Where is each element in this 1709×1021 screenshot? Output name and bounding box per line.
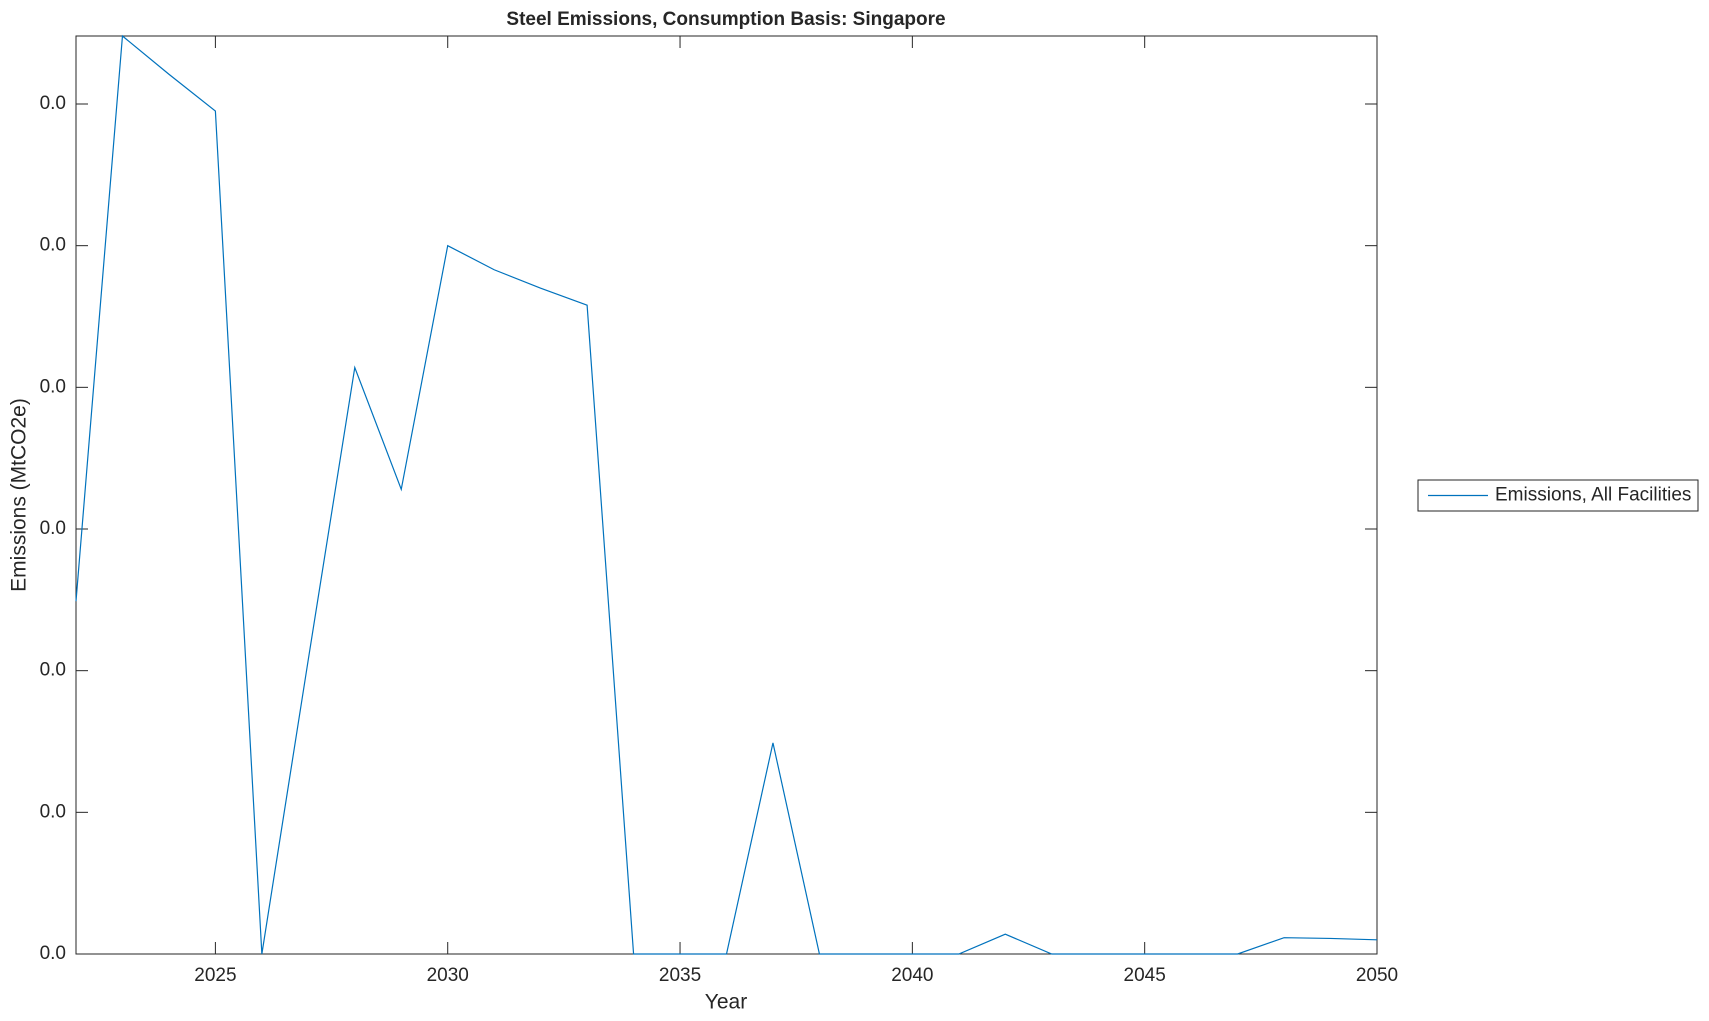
y-axis-label: Emissions (MtCO2e) [8,398,31,592]
legend-label: Emissions, All Facilities [1495,485,1691,506]
chart-title: Steel Emissions, Consumption Basis: Sing… [506,9,945,30]
y-tick-label: 0.0 [40,943,66,964]
y-tick-label: 0.0 [40,660,66,681]
x-tick-label: 2025 [194,965,236,986]
x-tick-label: 2050 [1356,965,1398,986]
x-tick-label: 2030 [427,965,469,986]
y-tick-label: 0.0 [40,235,66,256]
x-tick-label: 2035 [659,965,701,986]
x-axis-label: Year [705,991,747,1014]
y-tick-label: 0.0 [40,518,66,539]
y-tick-label: 0.0 [40,801,66,822]
x-tick-label: 2040 [891,965,933,986]
y-tick-label: 0.0 [40,93,66,114]
data-line [75,34,1378,955]
y-tick-label: 0.0 [40,376,66,397]
x-tick-label: 2045 [1124,965,1166,986]
